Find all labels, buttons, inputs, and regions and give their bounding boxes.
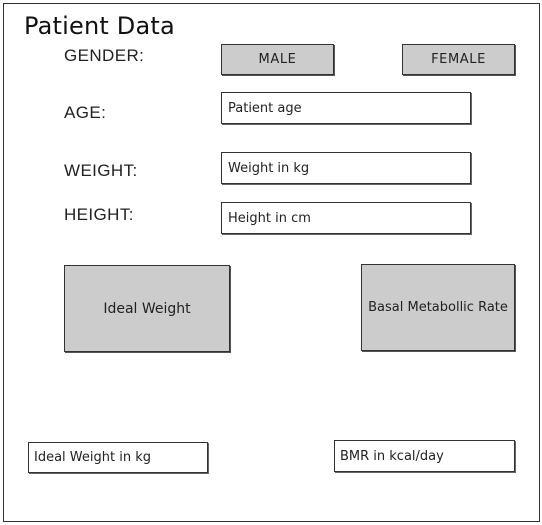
bmr-button[interactable]: Basal Metabollic Rate bbox=[361, 264, 515, 351]
age-label: AGE: bbox=[64, 103, 107, 122]
weight-label: WEIGHT: bbox=[64, 161, 138, 180]
height-field[interactable] bbox=[221, 202, 471, 234]
age-input[interactable] bbox=[228, 100, 464, 116]
age-field[interactable] bbox=[221, 92, 471, 124]
female-button[interactable]: FEMALE bbox=[402, 44, 515, 75]
ideal-weight-output: Ideal Weight in kg bbox=[28, 442, 208, 473]
gender-label: GENDER: bbox=[64, 46, 145, 65]
bmr-output: BMR in kcal/day bbox=[334, 440, 515, 472]
height-input[interactable] bbox=[228, 210, 464, 226]
patient-data-panel bbox=[3, 3, 540, 522]
male-button[interactable]: MALE bbox=[221, 44, 334, 75]
height-label: HEIGHT: bbox=[64, 205, 134, 224]
weight-input[interactable] bbox=[228, 160, 464, 176]
ideal-weight-button[interactable]: Ideal Weight bbox=[64, 265, 230, 352]
weight-field[interactable] bbox=[221, 152, 471, 184]
page-title: Patient Data bbox=[24, 12, 175, 40]
